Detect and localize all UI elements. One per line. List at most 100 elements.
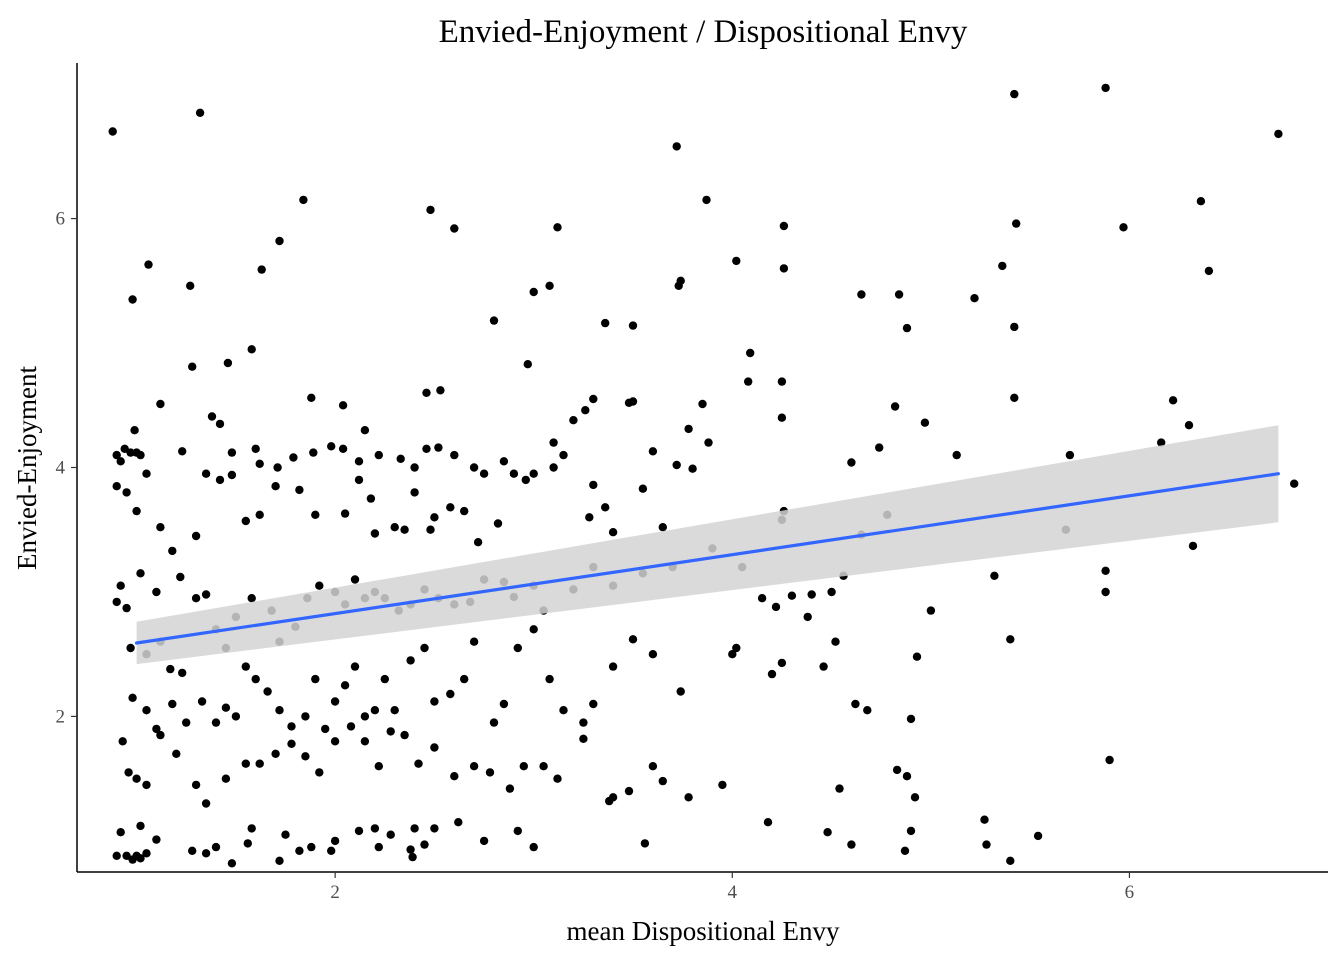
data-point bbox=[851, 699, 860, 709]
data-point bbox=[523, 360, 532, 369]
data-point bbox=[275, 706, 284, 715]
data-point bbox=[906, 826, 916, 836]
data-point bbox=[247, 594, 256, 603]
data-point bbox=[211, 718, 221, 727]
data-point bbox=[1184, 421, 1194, 430]
data-point bbox=[374, 450, 383, 460]
data-point bbox=[807, 590, 816, 599]
plot-panel bbox=[108, 83, 1299, 868]
data-point bbox=[658, 523, 667, 532]
data-point bbox=[579, 734, 588, 743]
data-point bbox=[628, 635, 638, 644]
data-point bbox=[116, 581, 125, 590]
data-point bbox=[136, 854, 145, 863]
data-point bbox=[311, 674, 320, 684]
data-point bbox=[128, 693, 137, 702]
data-point bbox=[126, 643, 135, 653]
data-point bbox=[1012, 219, 1021, 228]
data-point bbox=[116, 457, 125, 466]
data-point bbox=[648, 650, 658, 659]
data-point bbox=[489, 316, 499, 325]
data-point bbox=[360, 737, 370, 746]
data-point bbox=[201, 469, 211, 478]
data-point bbox=[1010, 322, 1019, 332]
data-point bbox=[191, 594, 201, 603]
data-point bbox=[539, 762, 548, 771]
data-point bbox=[460, 506, 469, 516]
data-point bbox=[469, 762, 479, 771]
data-point bbox=[1290, 479, 1299, 488]
data-point bbox=[156, 399, 165, 409]
confidence-ribbon bbox=[136, 425, 1279, 665]
data-point bbox=[247, 345, 256, 354]
data-point bbox=[589, 480, 598, 490]
data-point bbox=[327, 442, 336, 451]
data-point bbox=[890, 402, 900, 411]
data-point bbox=[275, 856, 284, 865]
data-point bbox=[430, 824, 439, 833]
data-point bbox=[912, 652, 922, 661]
data-point bbox=[263, 687, 272, 696]
data-point bbox=[875, 443, 884, 452]
data-point bbox=[350, 575, 360, 584]
data-point bbox=[473, 538, 483, 547]
data-point bbox=[1274, 129, 1283, 139]
data-point bbox=[581, 406, 590, 415]
y-axis-title: Envied-Enjoyment bbox=[12, 366, 42, 570]
data-point bbox=[569, 416, 578, 425]
data-point bbox=[513, 643, 522, 653]
y-tick-label: 4 bbox=[56, 458, 66, 479]
data-point bbox=[255, 759, 264, 768]
data-point bbox=[191, 531, 201, 541]
data-point bbox=[211, 842, 221, 852]
data-point bbox=[684, 424, 693, 434]
data-point bbox=[499, 699, 509, 709]
data-point bbox=[1119, 223, 1128, 232]
data-point bbox=[1204, 266, 1214, 276]
data-point bbox=[414, 759, 423, 768]
data-point bbox=[144, 260, 153, 269]
data-point bbox=[579, 718, 588, 727]
data-point bbox=[847, 458, 856, 467]
data-point bbox=[450, 224, 459, 233]
data-point bbox=[744, 377, 753, 386]
chart-title: Envied-Enjoyment / Dispositional Envy bbox=[439, 14, 968, 50]
data-point bbox=[370, 824, 380, 833]
data-point bbox=[529, 469, 538, 478]
data-point bbox=[188, 846, 197, 855]
data-point bbox=[559, 450, 568, 460]
data-point bbox=[910, 793, 920, 802]
data-point bbox=[505, 784, 515, 793]
data-point bbox=[601, 318, 610, 328]
data-point bbox=[201, 799, 211, 808]
data-point bbox=[926, 606, 936, 615]
data-point bbox=[608, 528, 618, 537]
data-point bbox=[479, 469, 489, 478]
data-point bbox=[970, 294, 979, 303]
data-point bbox=[112, 597, 121, 607]
data-point bbox=[271, 749, 280, 758]
data-point bbox=[346, 722, 356, 731]
data-point bbox=[122, 603, 131, 613]
data-point bbox=[827, 587, 836, 597]
data-point bbox=[450, 450, 459, 460]
data-point bbox=[142, 469, 151, 478]
data-point bbox=[321, 724, 330, 734]
data-point bbox=[330, 737, 340, 746]
data-point bbox=[178, 447, 187, 456]
data-point bbox=[980, 815, 989, 824]
data-point bbox=[779, 264, 789, 273]
data-point bbox=[529, 625, 538, 634]
data-point bbox=[777, 413, 787, 422]
data-point bbox=[589, 699, 598, 709]
data-point bbox=[436, 386, 445, 395]
data-point bbox=[215, 475, 225, 485]
data-point bbox=[1065, 450, 1075, 460]
data-point bbox=[168, 699, 177, 709]
data-point bbox=[168, 546, 177, 556]
axis-ticks: 2 4 6 2 4 6 bbox=[56, 209, 1135, 903]
data-point bbox=[521, 475, 530, 485]
data-point bbox=[420, 643, 429, 653]
data-point bbox=[1010, 393, 1019, 402]
